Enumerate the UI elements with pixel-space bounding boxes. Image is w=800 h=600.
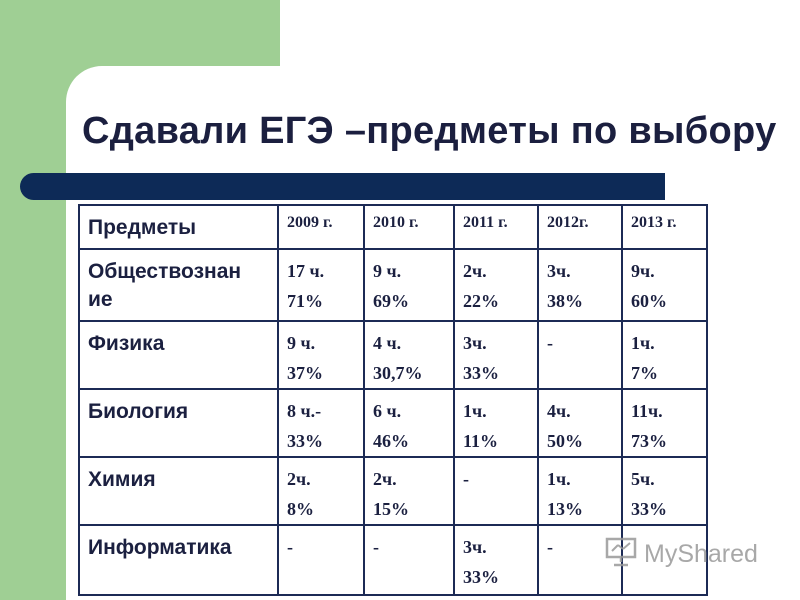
- percent-text: 33%: [463, 363, 499, 383]
- percent-text: 13%: [547, 499, 583, 519]
- subject-cell: Биология: [78, 388, 279, 458]
- value-cell: [621, 524, 708, 596]
- percent-text: 33%: [463, 567, 499, 587]
- value-cell: 6 ч. 46%: [363, 388, 455, 458]
- percent-text: 50%: [547, 431, 583, 451]
- subject-cell: Физика: [78, 320, 279, 390]
- percent-text: 71%: [287, 291, 323, 311]
- percent-text: 11%: [463, 431, 499, 451]
- value-cell: 9 ч. 37%: [277, 320, 365, 390]
- table-row: Обществознан ие 17 ч. 71% 9 ч. 69% 2ч. 22% …: [78, 248, 708, 322]
- value-cell: 3ч. 33%: [453, 320, 539, 390]
- value-cell: 3ч. 33%: [453, 524, 539, 596]
- count-text: -: [373, 537, 379, 557]
- value-cell: 17 ч. 71%: [277, 248, 365, 322]
- count-text: 6 ч.: [373, 401, 402, 421]
- percent-text: 37%: [287, 363, 323, 383]
- green-left-strip: [0, 0, 66, 600]
- count-text: 2ч.: [287, 469, 311, 489]
- value-cell: -: [277, 524, 365, 596]
- value-cell: 3ч. 38%: [537, 248, 623, 322]
- table-header-row: Предметы 2009 г. 2010 г. 2011 г. 2012г. …: [78, 204, 708, 250]
- table-row: Биология 8 ч.- 33% 6 ч. 46% 1ч. 11% 4ч. 50% …: [78, 388, 708, 458]
- count-text: 4ч.: [547, 401, 571, 421]
- value-cell: -: [363, 524, 455, 596]
- percent-text: 7%: [631, 363, 658, 383]
- value-cell: 2ч. 22%: [453, 248, 539, 322]
- count-text: 17 ч.: [287, 261, 325, 281]
- value-cell: 1ч. 13%: [537, 456, 623, 526]
- value-cell: -: [453, 456, 539, 526]
- subject-cell: Обществознан ие: [78, 248, 279, 322]
- count-text: 1ч.: [547, 469, 571, 489]
- count-text: -: [547, 333, 553, 353]
- subject-cell: Химия: [78, 456, 279, 526]
- count-text: 2ч.: [463, 261, 487, 281]
- value-cell: 4 ч. 30,7%: [363, 320, 455, 390]
- value-cell: 8 ч.- 33%: [277, 388, 365, 458]
- count-text: -: [547, 537, 553, 557]
- header-year-2010: 2010 г.: [363, 204, 455, 250]
- percent-text: 22%: [463, 291, 499, 311]
- percent-text: 15%: [373, 499, 409, 519]
- watermark-text: MyShared: [644, 539, 758, 568]
- count-text: 1ч.: [463, 401, 487, 421]
- myshared-watermark: MyShared: [604, 536, 758, 572]
- percent-text: 33%: [287, 431, 323, 451]
- table-row: Физика 9 ч. 37% 4 ч. 30,7% 3ч. 33% - 1ч. 7%: [78, 320, 708, 390]
- header-year-2013: 2013 г.: [621, 204, 708, 250]
- slide-title: Сдавали ЕГЭ –предметы по выбору: [82, 110, 777, 152]
- value-cell: 11ч. 73%: [621, 388, 708, 458]
- value-cell: 9ч. 60%: [621, 248, 708, 322]
- percent-text: 46%: [373, 431, 409, 451]
- count-text: 9 ч.: [373, 261, 402, 281]
- count-text: 11ч.: [631, 401, 663, 421]
- count-text: 9 ч.: [287, 333, 316, 353]
- exam-subjects-table: Предметы 2009 г. 2010 г. 2011 г. 2012г. …: [78, 204, 708, 596]
- percent-text: 69%: [373, 291, 409, 311]
- count-text: 8 ч.-: [287, 401, 322, 421]
- percent-text: 60%: [631, 291, 667, 311]
- value-cell: 4ч. 50%: [537, 388, 623, 458]
- value-cell: -: [537, 320, 623, 390]
- value-cell: -: [537, 524, 623, 596]
- percent-text: 33%: [631, 499, 667, 519]
- presentation-board-icon: [604, 535, 644, 574]
- count-text: 2ч.: [373, 469, 397, 489]
- header-subjects: Предметы: [78, 204, 279, 250]
- value-cell: 9 ч. 69%: [363, 248, 455, 322]
- count-text: 3ч.: [547, 261, 571, 281]
- value-cell: 1ч. 7%: [621, 320, 708, 390]
- count-text: 9ч.: [631, 261, 655, 281]
- count-text: -: [287, 537, 293, 557]
- table-row: Информатика - - 3ч. 33% -: [78, 524, 708, 596]
- table-row: Химия 2ч. 8% 2ч. 15% - 1ч. 13% 5ч. 33%: [78, 456, 708, 526]
- value-cell: 2ч. 15%: [363, 456, 455, 526]
- percent-text: 8%: [287, 499, 314, 519]
- count-text: 3ч.: [463, 537, 487, 557]
- count-text: 1ч.: [631, 333, 655, 353]
- header-year-2009: 2009 г.: [277, 204, 365, 250]
- percent-text: 38%: [547, 291, 583, 311]
- percent-text: 30,7%: [373, 363, 423, 383]
- count-text: 5ч.: [631, 469, 655, 489]
- value-cell: 5ч. 33%: [621, 456, 708, 526]
- subject-cell: Информатика: [78, 524, 279, 596]
- count-text: 3ч.: [463, 333, 487, 353]
- percent-text: 73%: [631, 431, 667, 451]
- count-text: -: [463, 469, 469, 489]
- title-underline-bar: [20, 173, 665, 200]
- count-text: 4 ч.: [373, 333, 402, 353]
- header-year-2012: 2012г.: [537, 204, 623, 250]
- value-cell: 1ч. 11%: [453, 388, 539, 458]
- header-year-2011: 2011 г.: [453, 204, 539, 250]
- value-cell: 2ч. 8%: [277, 456, 365, 526]
